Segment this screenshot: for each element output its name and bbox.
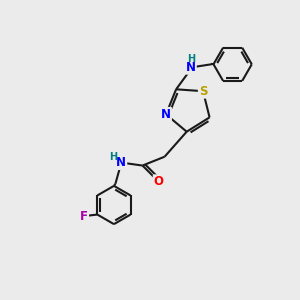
Text: N: N — [116, 156, 126, 169]
Text: S: S — [199, 85, 207, 98]
Text: O: O — [154, 175, 164, 188]
Text: H: H — [109, 152, 117, 162]
Text: N: N — [161, 108, 171, 121]
Text: H: H — [187, 54, 195, 64]
Text: N: N — [186, 61, 196, 74]
Text: F: F — [80, 209, 88, 223]
